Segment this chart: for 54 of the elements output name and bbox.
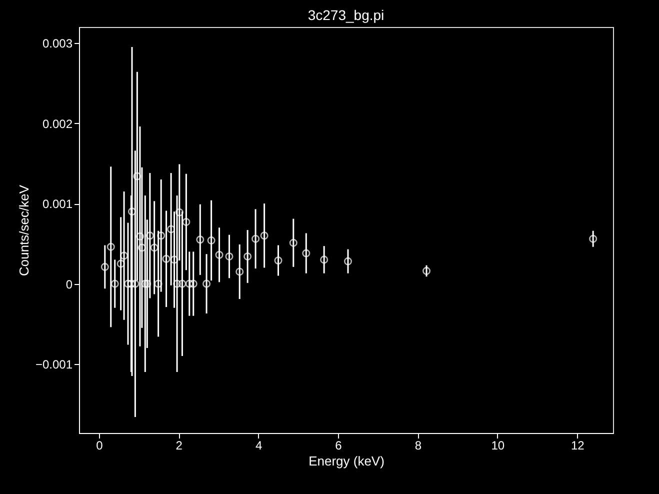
point — [215, 250, 224, 259]
point — [344, 257, 352, 266]
point — [252, 234, 260, 243]
y-tick-label: 0.002 — [42, 116, 73, 131]
x-axis-title: Energy (keV) — [308, 454, 384, 468]
y-axis-title: Counts/sec/keV — [16, 184, 32, 276]
point — [236, 268, 244, 276]
y-tick-label: 0.001 — [42, 197, 73, 212]
point — [167, 225, 176, 234]
point — [196, 236, 204, 244]
y-tick-label: −0.001 — [35, 357, 73, 372]
point — [244, 252, 252, 260]
point — [157, 232, 166, 240]
point — [178, 280, 186, 288]
x-tick-label: 4 — [255, 438, 262, 452]
point — [202, 280, 211, 288]
point — [422, 266, 431, 275]
point — [274, 256, 282, 264]
point — [128, 208, 136, 216]
x-tick-label: 0 — [96, 438, 104, 452]
point — [110, 280, 119, 288]
x-tick-label: 6 — [335, 438, 342, 452]
point — [154, 280, 162, 288]
point — [143, 280, 152, 288]
point — [189, 280, 198, 288]
x-tick-label: 12 — [570, 438, 585, 452]
point — [138, 244, 146, 252]
point — [207, 236, 216, 244]
point — [136, 232, 144, 240]
y-tick-label: 0.003 — [42, 36, 73, 51]
x-tick-label: 2 — [176, 438, 183, 452]
point — [260, 232, 268, 240]
point — [106, 242, 115, 251]
point — [120, 252, 128, 260]
point — [141, 280, 150, 288]
chart-title: 3c273_bg.pi — [308, 7, 384, 23]
point — [320, 256, 328, 264]
point — [589, 234, 598, 243]
point — [173, 280, 182, 288]
point — [146, 232, 154, 240]
point — [302, 249, 310, 258]
point — [150, 244, 158, 252]
point — [100, 262, 109, 271]
point — [127, 280, 136, 288]
x-tick-label: 8 — [414, 438, 422, 452]
y-tick-label: 0 — [66, 277, 73, 292]
point — [289, 238, 298, 247]
point — [116, 260, 125, 268]
point — [133, 172, 142, 180]
point — [185, 280, 194, 288]
point — [225, 252, 234, 260]
point — [182, 218, 190, 226]
x-tick-label: 10 — [491, 438, 505, 452]
point — [162, 254, 170, 263]
